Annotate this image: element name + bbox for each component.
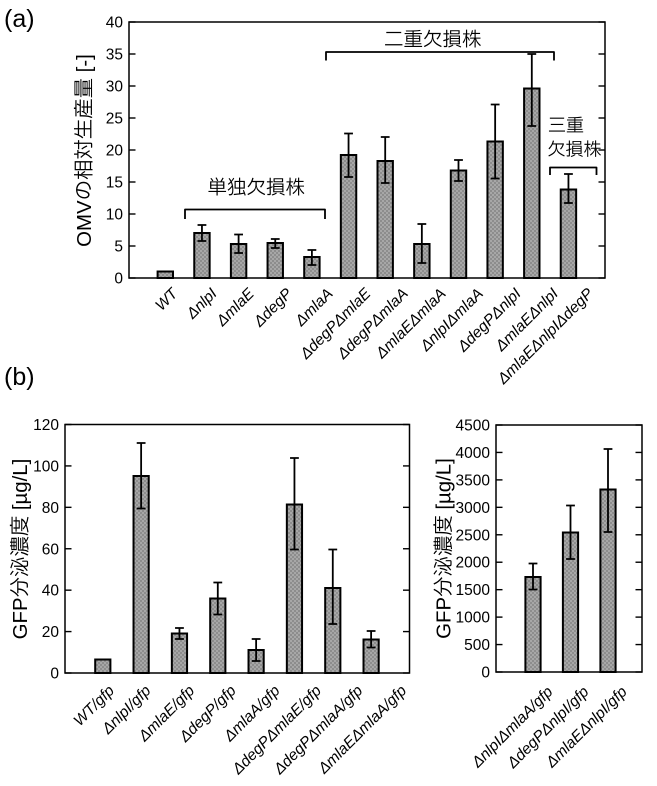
svg-text:0: 0 xyxy=(481,665,490,682)
svg-text:3500: 3500 xyxy=(456,472,491,489)
svg-text:(a): (a) xyxy=(4,5,35,33)
svg-text:40: 40 xyxy=(106,15,124,32)
svg-text:1500: 1500 xyxy=(456,582,491,599)
svg-text:120: 120 xyxy=(33,417,59,434)
svg-text:OMV: OMV xyxy=(74,200,96,247)
svg-text:10: 10 xyxy=(106,207,124,224)
svg-text:35: 35 xyxy=(106,47,123,64)
svg-text:[µg/L]: [µg/L] xyxy=(434,458,456,509)
svg-text:[µg/L]: [µg/L] xyxy=(10,459,32,510)
svg-text:20: 20 xyxy=(42,624,60,641)
svg-text:1000: 1000 xyxy=(456,610,491,627)
svg-text:GFP: GFP xyxy=(434,597,456,639)
svg-text:2000: 2000 xyxy=(456,555,491,572)
svg-text:4000: 4000 xyxy=(456,445,491,462)
svg-text:0: 0 xyxy=(114,271,123,288)
svg-text:4500: 4500 xyxy=(456,418,491,435)
svg-text:30: 30 xyxy=(106,79,124,96)
svg-text:500: 500 xyxy=(464,637,490,654)
svg-text:0: 0 xyxy=(50,666,59,683)
svg-text:60: 60 xyxy=(42,541,60,558)
svg-text:15: 15 xyxy=(106,175,123,192)
svg-text:3000: 3000 xyxy=(456,500,491,517)
svg-text:2500: 2500 xyxy=(456,527,491,544)
svg-text:25: 25 xyxy=(106,111,123,128)
svg-text:100: 100 xyxy=(33,458,59,475)
svg-text:5: 5 xyxy=(114,239,123,256)
svg-text:80: 80 xyxy=(42,500,60,517)
svg-text:[-]: [-] xyxy=(74,54,96,72)
svg-text:20: 20 xyxy=(106,143,124,160)
svg-text:(b): (b) xyxy=(4,363,35,391)
svg-text:40: 40 xyxy=(42,583,60,600)
svg-text:GFP: GFP xyxy=(10,597,32,639)
